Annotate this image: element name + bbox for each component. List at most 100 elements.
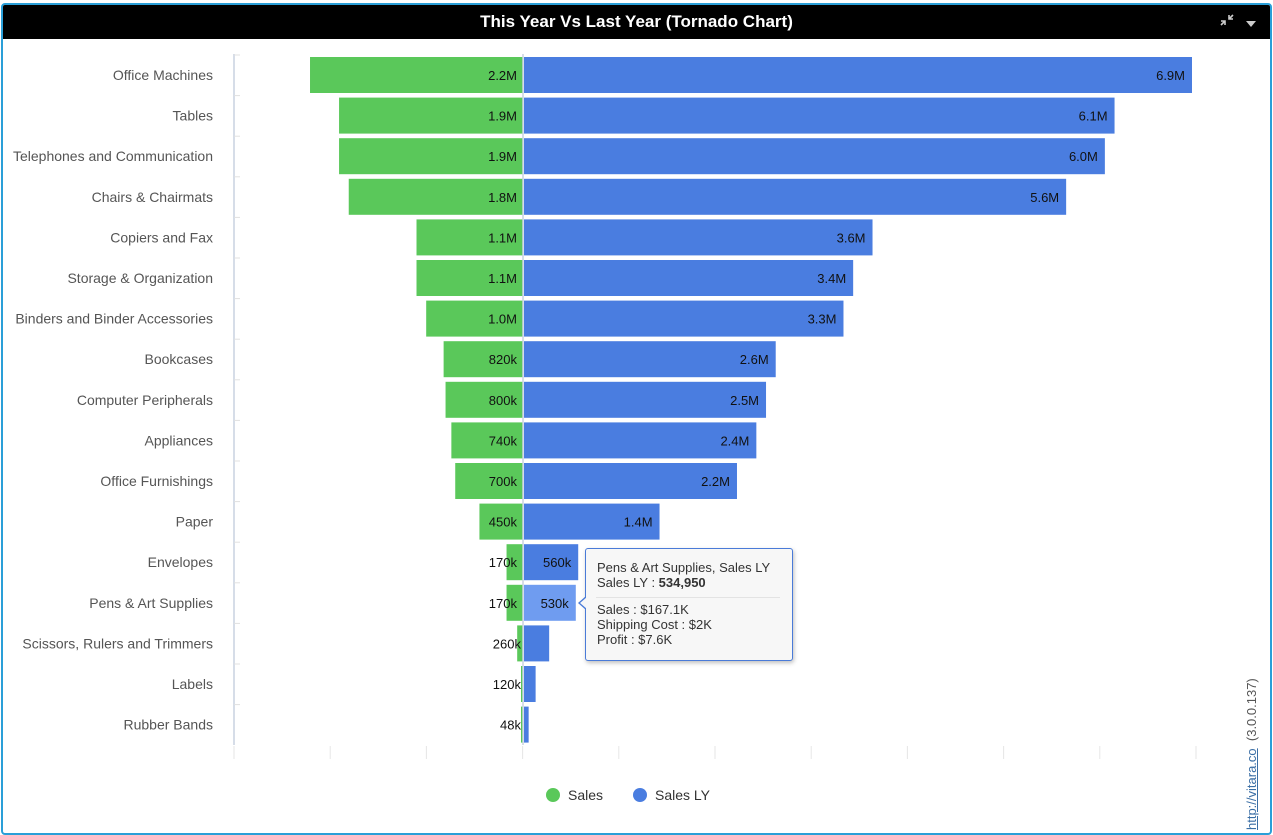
tooltip-main-value: 534,950 — [658, 575, 706, 590]
sales-bar — [445, 381, 523, 418]
category-label: Office Furnishings — [100, 473, 213, 489]
category-label: Bookcases — [145, 351, 213, 367]
sales-bar — [521, 706, 523, 743]
sales-bar — [416, 219, 523, 256]
sales-data-label: 2.2M — [488, 68, 517, 83]
sales-data-label: 170k — [489, 596, 518, 611]
sales-ly-bar — [524, 544, 579, 581]
sales-bar — [348, 178, 523, 215]
sales-data-label: 1.9M — [488, 109, 517, 124]
sales-ly-bar — [524, 260, 854, 296]
sales-ly-bar — [524, 625, 550, 662]
legend-item-sales-ly[interactable]: Sales LY — [633, 787, 710, 803]
sales-ly-data-label: 3.3M — [808, 312, 837, 327]
legend-dot-sales — [546, 788, 560, 802]
sales-ly-bar — [524, 178, 1067, 215]
category-label: Scissors, Rulers and Trimmers — [22, 635, 213, 651]
tooltip-main: Sales LY : 534,950 — [597, 575, 706, 590]
sales-bar — [339, 97, 523, 134]
sales-ly-data-label: 48k — [500, 718, 521, 733]
dropdown-caret-icon[interactable] — [1245, 17, 1257, 31]
tooltip-line-shipping: Shipping Cost : $2K — [597, 617, 712, 632]
sales-data-label: 1.9M — [488, 149, 517, 164]
category-label: Paper — [176, 514, 214, 530]
category-label: Office Machines — [113, 67, 213, 83]
sales-ly-bar — [524, 463, 737, 499]
sales-bar — [443, 341, 523, 378]
sales-data-label: 450k — [489, 515, 518, 530]
chart-title: This Year Vs Last Year (Tornado Chart) — [480, 12, 793, 31]
category-label: Appliances — [145, 432, 214, 448]
watermark-version: (3.0.0.137) — [1244, 678, 1259, 742]
sales-ly-data-label: 120k — [493, 677, 522, 692]
category-label: Labels — [172, 676, 213, 692]
sales-ly-bar — [524, 584, 576, 621]
sales-bar — [455, 463, 523, 499]
sales-data-label: 1.1M — [488, 230, 517, 245]
tooltip-line-profit: Profit : $7.6K — [597, 632, 673, 647]
legend-label-sales: Sales — [568, 787, 604, 803]
legend-item-sales[interactable]: Sales — [546, 787, 603, 803]
sales-ly-data-label: 3.6M — [837, 230, 866, 245]
hover-tooltip: Pens & Art Supplies, Sales LY Sales LY :… — [578, 548, 793, 661]
tooltip-main-label: Sales LY : — [597, 575, 659, 590]
sales-bar — [506, 544, 523, 581]
category-label: Computer Peripherals — [77, 392, 213, 408]
sales-ly-data-label: 5.6M — [1030, 190, 1059, 205]
category-label: Tables — [173, 108, 213, 124]
sales-ly-data-label: 560k — [543, 555, 572, 570]
sales-ly-data-label: 2.5M — [730, 393, 759, 408]
category-label: Telephones and Communication — [13, 148, 213, 164]
sales-ly-bar — [524, 138, 1105, 175]
sales-bar — [416, 260, 523, 296]
sales-ly-bar — [524, 97, 1115, 134]
category-label: Copiers and Fax — [110, 229, 213, 245]
sales-data-label: 1.1M — [488, 271, 517, 286]
vitara-watermark: http://vitara.co (3.0.0.137) — [1244, 678, 1259, 830]
sales-bar — [521, 666, 523, 702]
category-label: Chairs & Chairmats — [92, 189, 213, 205]
sales-ly-bar — [524, 219, 873, 256]
sales-ly-data-label: 1.4M — [624, 515, 653, 530]
tooltip-header: Pens & Art Supplies, Sales LY — [597, 560, 771, 575]
sales-data-label: 700k — [489, 474, 518, 489]
sales-bar — [517, 625, 523, 662]
sales-bar — [506, 584, 523, 621]
category-label: Pens & Art Supplies — [89, 595, 213, 611]
tooltip-line-sales: Sales : $167.1K — [597, 602, 689, 617]
sales-data-label: 820k — [489, 352, 518, 367]
title-bar: This Year Vs Last Year (Tornado Chart) — [3, 5, 1270, 39]
category-label: Rubber Bands — [123, 717, 213, 733]
sales-ly-bar — [524, 503, 660, 540]
watermark-link[interactable]: http://vitara.co — [1244, 748, 1259, 830]
sales-data-label: 1.0M — [488, 312, 517, 327]
category-label: Envelopes — [148, 554, 213, 570]
sales-ly-data-label: 2.6M — [740, 352, 769, 367]
sales-ly-data-label: 6.9M — [1156, 68, 1185, 83]
sales-ly-bar — [524, 706, 529, 743]
sales-ly-data-label: 6.1M — [1079, 109, 1108, 124]
sales-ly-data-label: 3.4M — [817, 271, 846, 286]
sales-ly-bar — [524, 666, 536, 702]
category-label: Storage & Organization — [67, 270, 213, 286]
sales-ly-bar — [524, 57, 1192, 93]
sales-ly-bar — [524, 341, 776, 378]
sales-ly-bar — [524, 300, 844, 337]
sales-bar — [339, 138, 523, 175]
sales-bar — [451, 422, 523, 459]
sales-ly-data-label: 530k — [541, 596, 570, 611]
tooltip-separator — [596, 597, 780, 598]
sales-data-label: 800k — [489, 393, 518, 408]
sales-ly-bar — [524, 422, 757, 459]
sales-bar — [426, 300, 523, 337]
legend-dot-sales-ly — [633, 788, 647, 802]
collapse-icon[interactable] — [1220, 14, 1234, 29]
sales-data-label: 740k — [489, 433, 518, 448]
sales-ly-data-label: 6.0M — [1069, 149, 1098, 164]
sales-data-label: 1.8M — [488, 190, 517, 205]
sales-ly-bar — [524, 381, 767, 418]
category-label: Binders and Binder Accessories — [15, 311, 213, 327]
sales-bar — [479, 503, 523, 540]
sales-ly-data-label: 2.2M — [701, 474, 730, 489]
